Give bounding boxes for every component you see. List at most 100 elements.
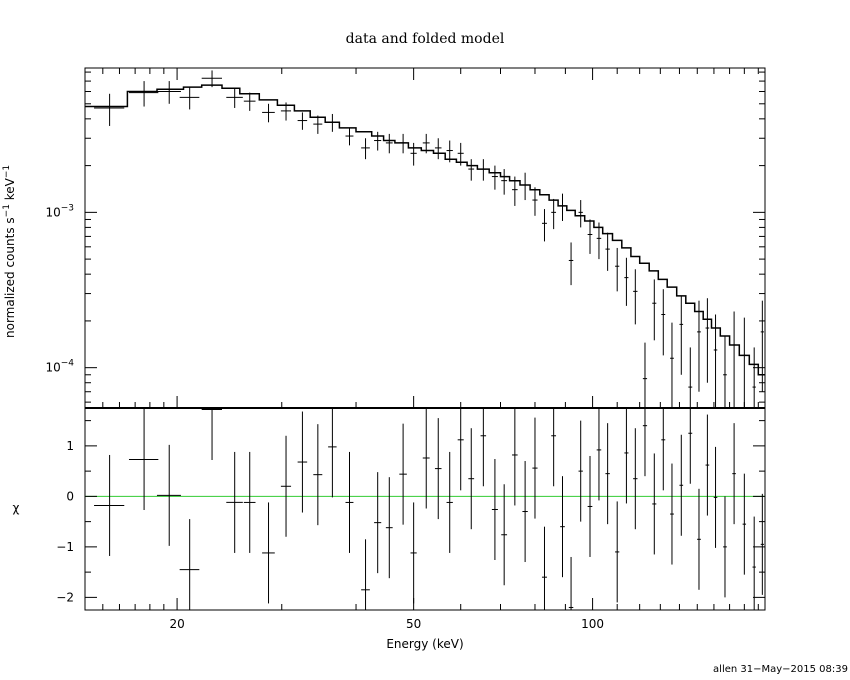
data-point bbox=[713, 314, 718, 408]
residual-point bbox=[560, 476, 565, 578]
spectrum-panel: 10−3 10−4 normalized counts s−1 keV−1 bbox=[2, 67, 766, 409]
residual-point bbox=[723, 496, 727, 598]
residual-panel: 1 0 −1 −2 20 50 100 χ Energy (keV) bbox=[13, 407, 766, 651]
y-tick-label: 1 bbox=[66, 439, 74, 453]
data-point bbox=[226, 88, 243, 108]
residual-point bbox=[624, 408, 629, 504]
data-point bbox=[94, 93, 125, 126]
residual-point bbox=[578, 420, 583, 522]
residual-point bbox=[156, 444, 181, 546]
y-tick-label: 0 bbox=[66, 489, 74, 503]
data-point bbox=[313, 115, 323, 134]
residual-point bbox=[328, 408, 337, 498]
residual-point bbox=[512, 408, 518, 506]
residual-point bbox=[679, 434, 684, 536]
residual-point bbox=[297, 411, 308, 513]
x-tick-label: 50 bbox=[406, 617, 421, 631]
residual-point bbox=[568, 556, 574, 610]
residual-point bbox=[760, 493, 764, 595]
residual-point bbox=[752, 516, 756, 610]
residual-data-points bbox=[94, 408, 764, 610]
residual-point bbox=[94, 454, 125, 556]
residual-point bbox=[243, 451, 256, 553]
data-point bbox=[670, 322, 674, 408]
residual-point bbox=[410, 502, 417, 604]
residual-point bbox=[705, 414, 710, 516]
data-point bbox=[541, 209, 547, 242]
energy-x-tick-labels: 20 50 100 bbox=[169, 617, 604, 631]
spectrum-data-points bbox=[94, 70, 764, 408]
spectrum-y-axis-label: normalized counts s−1 keV−1 bbox=[2, 165, 17, 338]
residual-point bbox=[457, 408, 464, 491]
residual-point bbox=[313, 424, 323, 526]
residual-point bbox=[374, 472, 382, 574]
y-tick-label: −2 bbox=[56, 590, 74, 604]
data-point bbox=[243, 92, 256, 111]
data-point bbox=[480, 159, 487, 181]
residual-point bbox=[501, 484, 508, 586]
data-point bbox=[723, 335, 727, 408]
data-point bbox=[522, 172, 528, 201]
residual-point bbox=[446, 451, 453, 553]
data-point bbox=[578, 200, 583, 228]
residual-point bbox=[422, 408, 430, 509]
spectrum-frame bbox=[84, 67, 766, 409]
data-point bbox=[587, 219, 593, 254]
residual-point bbox=[201, 408, 222, 461]
data-point bbox=[410, 142, 417, 166]
residual-point bbox=[434, 418, 442, 520]
x-tick-label: 20 bbox=[169, 617, 184, 631]
residual-point bbox=[633, 428, 638, 530]
chart-title: data and folded model bbox=[346, 31, 505, 47]
residual-point bbox=[742, 473, 747, 575]
residual-point bbox=[262, 502, 275, 604]
data-point bbox=[742, 317, 747, 408]
residual-ticks bbox=[85, 420, 765, 610]
y-tick-label: 10−4 bbox=[45, 359, 74, 375]
data-point bbox=[615, 247, 620, 292]
data-point bbox=[732, 311, 736, 408]
residual-point bbox=[361, 539, 370, 610]
data-point bbox=[652, 279, 657, 341]
data-point bbox=[605, 232, 610, 271]
residual-point bbox=[661, 408, 666, 491]
residual-point bbox=[605, 423, 610, 525]
data-point bbox=[262, 103, 275, 123]
data-point bbox=[385, 133, 393, 154]
data-point bbox=[501, 169, 508, 195]
y-tick-label: −1 bbox=[56, 540, 74, 554]
residual-point bbox=[596, 408, 602, 501]
data-point bbox=[661, 289, 666, 356]
data-point bbox=[568, 242, 574, 286]
residual-point bbox=[713, 446, 718, 548]
data-point bbox=[512, 176, 518, 206]
residual-point bbox=[128, 409, 159, 511]
data-point bbox=[642, 342, 648, 408]
residual-point bbox=[652, 453, 657, 555]
residual-point bbox=[385, 477, 393, 579]
data-point bbox=[624, 257, 629, 306]
data-point bbox=[705, 298, 710, 383]
data-point bbox=[128, 81, 159, 107]
residual-point bbox=[491, 459, 498, 561]
residual-point bbox=[399, 423, 407, 525]
residual-point bbox=[732, 423, 736, 525]
residual-point bbox=[642, 408, 648, 477]
residual-point bbox=[541, 526, 547, 610]
residual-point bbox=[280, 435, 292, 537]
residual-point bbox=[615, 501, 620, 603]
data-point bbox=[752, 347, 756, 408]
data-point bbox=[596, 222, 602, 260]
data-point bbox=[551, 198, 557, 230]
data-point bbox=[179, 87, 200, 110]
data-point bbox=[361, 138, 370, 160]
data-point bbox=[468, 159, 475, 181]
residual-point bbox=[345, 451, 354, 553]
residual-point bbox=[551, 408, 557, 487]
residual-point bbox=[532, 417, 538, 519]
residual-y-tick-labels: 1 0 −1 −2 bbox=[56, 439, 74, 605]
data-point bbox=[297, 112, 308, 130]
footer-timestamp: allen 31−May−2015 08:39 bbox=[713, 664, 848, 675]
residual-point bbox=[179, 519, 200, 610]
